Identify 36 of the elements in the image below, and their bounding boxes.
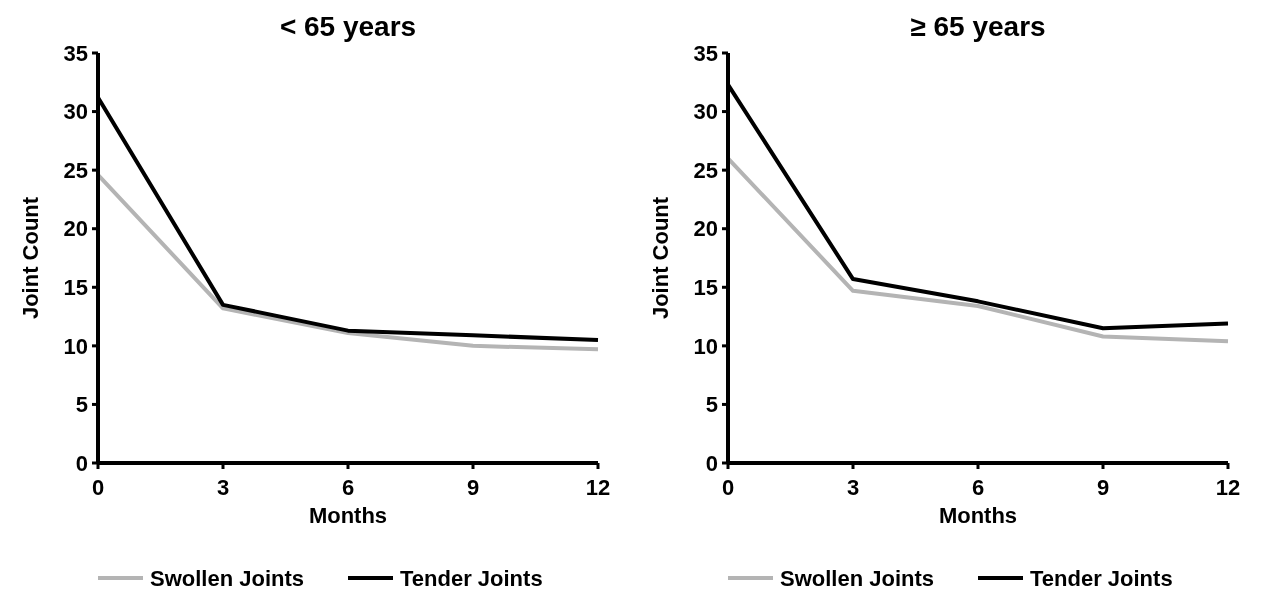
y-tick-label: 35 [693, 40, 718, 66]
x-tick-label: 6 [971, 475, 985, 500]
legend-label: Tender Joints [400, 565, 543, 591]
x-tick-label: 9 [1096, 475, 1110, 500]
y-tick-label: 30 [63, 99, 88, 125]
y-tick-label: 15 [693, 274, 718, 300]
y-tick-label: 0 [75, 450, 88, 476]
chart-title: ≥ 65 years [910, 11, 1046, 42]
x-tick-label: 0 [721, 475, 735, 500]
y-tick-label: 25 [693, 157, 718, 183]
y-tick-label: 20 [693, 216, 718, 242]
x-tick-label: 6 [341, 475, 355, 500]
y-tick-label: 5 [75, 392, 88, 418]
x-tick-label: 3 [216, 475, 230, 500]
legend-label: Swollen Joints [150, 565, 305, 591]
x-tick-label: 9 [466, 475, 480, 500]
x-axis-title: Months [308, 503, 388, 528]
y-tick-label: 5 [705, 392, 718, 418]
x-tick-label: 12 [585, 475, 611, 500]
x-tick-label: 12 [1215, 475, 1241, 500]
legend-label: Swollen Joints [780, 565, 935, 591]
y-tick-label: 10 [693, 333, 718, 359]
y-tick-label: 25 [63, 157, 88, 183]
chart-title: < 65 years [279, 11, 417, 42]
x-tick-label: 3 [846, 475, 860, 500]
x-axis-title: Months [938, 503, 1018, 528]
legend-label: Tender Joints [1030, 565, 1173, 591]
y-tick-label: 15 [63, 274, 88, 300]
y-tick-label: 20 [63, 216, 88, 242]
y-axis-title: Joint Count [18, 196, 43, 320]
y-tick-label: 35 [63, 40, 88, 66]
y-tick-label: 30 [693, 99, 718, 125]
x-tick-label: 0 [91, 475, 105, 500]
y-tick-label: 10 [63, 333, 88, 359]
y-tick-label: 0 [705, 450, 718, 476]
y-axis-title: Joint Count [648, 196, 673, 320]
